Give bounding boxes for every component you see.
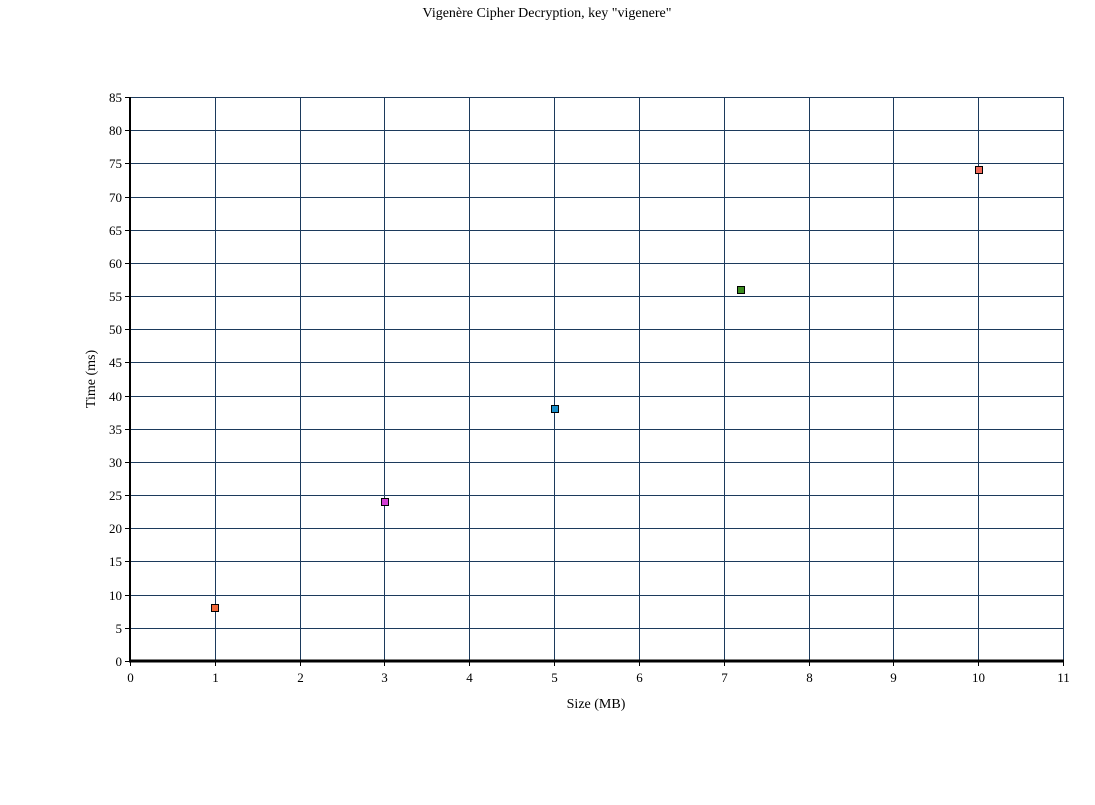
y-tick-label: 80 bbox=[109, 123, 122, 138]
y-tick-label: 0 bbox=[116, 654, 123, 669]
y-tick-label: 40 bbox=[109, 389, 122, 404]
y-axis-label: Time (ms) bbox=[84, 350, 99, 409]
x-axis-label: Size (MB) bbox=[567, 697, 626, 712]
y-tick-label: 75 bbox=[109, 156, 122, 171]
x-tick-label: 0 bbox=[127, 670, 134, 685]
x-tick-label: 7 bbox=[721, 670, 728, 685]
y-tick-label: 10 bbox=[109, 588, 122, 603]
data-point bbox=[737, 286, 745, 294]
y-tick-label: 20 bbox=[109, 521, 122, 536]
x-tick-label: 6 bbox=[636, 670, 643, 685]
x-tick-label: 10 bbox=[972, 670, 985, 685]
y-tick-label: 25 bbox=[109, 488, 122, 503]
y-tick-label: 55 bbox=[109, 289, 122, 304]
x-tick-label: 5 bbox=[551, 670, 558, 685]
data-point bbox=[551, 405, 559, 413]
x-tick-label: 4 bbox=[466, 670, 473, 685]
y-tick-label: 60 bbox=[109, 256, 122, 271]
x-tick-label: 11 bbox=[1057, 670, 1070, 685]
y-tick-label: 85 bbox=[109, 90, 122, 105]
y-tick-label: 15 bbox=[109, 554, 122, 569]
data-point bbox=[975, 166, 983, 174]
x-tick-label: 3 bbox=[381, 670, 388, 685]
y-tick-label: 30 bbox=[109, 455, 122, 470]
y-tick-label: 5 bbox=[116, 621, 123, 636]
grid bbox=[130, 97, 1064, 661]
y-tick-label: 35 bbox=[109, 422, 122, 437]
y-tick-label: 50 bbox=[109, 322, 122, 337]
chart-title: Vigenère Cipher Decryption, key "vigener… bbox=[423, 6, 672, 21]
data-points bbox=[211, 166, 983, 612]
y-tick-label: 45 bbox=[109, 355, 122, 370]
x-tick-label: 8 bbox=[806, 670, 813, 685]
data-point bbox=[381, 498, 389, 506]
y-tick-label: 70 bbox=[109, 190, 122, 205]
axes bbox=[129, 97, 1064, 663]
x-tick-label: 1 bbox=[212, 670, 219, 685]
y-tick-label: 65 bbox=[109, 223, 122, 238]
x-tick-label: 2 bbox=[297, 670, 304, 685]
x-tick-label: 9 bbox=[890, 670, 897, 685]
data-point bbox=[211, 604, 219, 612]
